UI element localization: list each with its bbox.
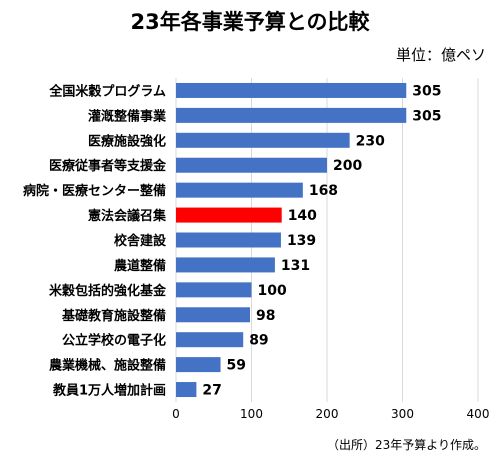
bar-7 — [176, 257, 275, 273]
category-label-7: 農道整備 — [114, 258, 166, 274]
bar-3 — [176, 157, 327, 173]
category-label-4: 病院・医療センター整備 — [23, 183, 166, 199]
category-label-3: 医療従事者等支援金 — [49, 158, 167, 174]
value-label-9: 98 — [256, 308, 275, 324]
value-label-1: 305 — [412, 108, 441, 124]
value-label-5: 140 — [288, 208, 317, 224]
x-tick-label-0: 0 — [172, 407, 180, 421]
value-label-3: 200 — [333, 158, 362, 174]
bar-11 — [176, 357, 221, 373]
category-label-12: 教員1万人増加計画 — [52, 383, 166, 399]
bar-2 — [176, 132, 350, 148]
bar-10 — [176, 332, 244, 348]
source-note: （出所）23年予算より作成。 — [326, 438, 486, 452]
bar-8 — [176, 282, 252, 298]
category-label-0: 全国米穀プログラム — [48, 83, 166, 99]
category-label-5: 憲法会議召集 — [87, 208, 167, 224]
value-label-11: 59 — [227, 358, 246, 374]
value-label-6: 139 — [287, 233, 316, 249]
bar-12 — [176, 382, 197, 398]
bar-9 — [176, 307, 250, 323]
unit-label: 単位：億ペソ — [395, 46, 486, 64]
bar-0 — [176, 82, 407, 98]
value-label-4: 168 — [309, 183, 338, 199]
category-label-8: 米穀包括的強化基金 — [49, 283, 167, 299]
category-label-2: 医療施設強化 — [88, 133, 166, 149]
x-tick-label-400: 400 — [467, 407, 490, 421]
category-label-1: 灌漑整備事業 — [88, 108, 167, 124]
x-axis-ticks: 0 100 200 300 400 — [172, 407, 489, 421]
category-label-6: 校舎建設 — [114, 233, 167, 249]
bar-5 — [176, 207, 282, 223]
bar-6 — [176, 232, 281, 248]
x-tick-label-200: 200 — [316, 407, 339, 421]
chart-title: 23年各事業予算との比較 — [130, 10, 370, 34]
category-labels: 全国米穀プログラム灌漑整備事業医療施設強化医療従事者等支援金病院・医療センター整… — [23, 83, 167, 398]
category-label-10: 公立学校の電子化 — [62, 333, 166, 349]
value-label-7: 131 — [281, 258, 310, 274]
category-label-9: 基礎教育施設整備 — [61, 308, 166, 324]
x-tick-label-100: 100 — [240, 407, 263, 421]
bar-4 — [176, 182, 303, 198]
bars — [176, 82, 407, 398]
value-label-10: 89 — [249, 333, 268, 349]
value-label-12: 27 — [202, 383, 221, 399]
value-label-0: 305 — [412, 83, 441, 99]
bar-1 — [176, 107, 407, 123]
category-label-11: 農業機械、施設整備 — [49, 358, 166, 374]
x-tick-label-300: 300 — [391, 407, 414, 421]
value-label-2: 230 — [356, 133, 385, 149]
value-label-8: 100 — [258, 283, 287, 299]
